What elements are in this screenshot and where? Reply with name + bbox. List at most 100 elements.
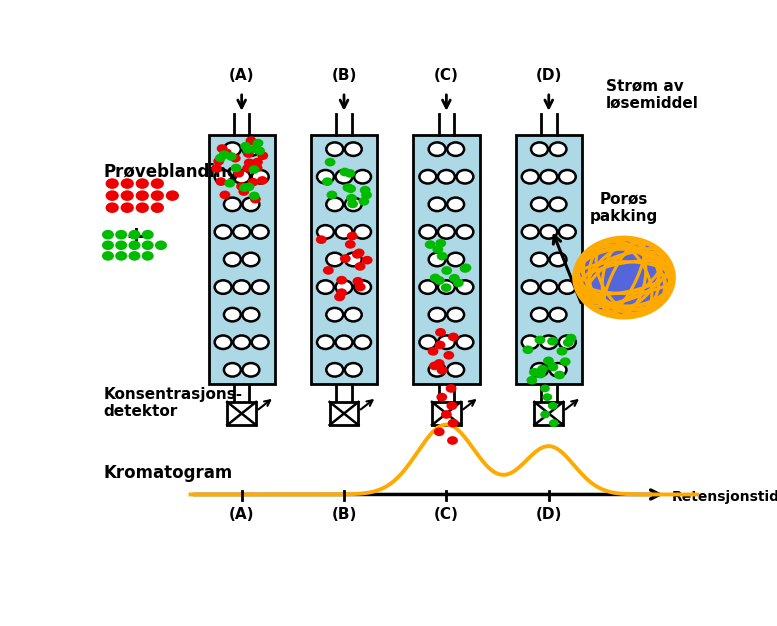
Bar [208, 135, 275, 384]
Circle shape [115, 251, 127, 260]
Circle shape [242, 253, 260, 266]
Circle shape [247, 178, 258, 187]
Circle shape [221, 148, 232, 157]
Circle shape [224, 143, 241, 156]
Circle shape [531, 363, 548, 377]
Circle shape [243, 183, 254, 191]
Circle shape [336, 280, 353, 294]
Text: Porøs
pakking: Porøs pakking [590, 191, 658, 223]
Circle shape [522, 280, 538, 294]
Circle shape [420, 336, 436, 349]
Circle shape [141, 251, 154, 260]
Circle shape [448, 253, 464, 266]
Circle shape [429, 198, 445, 211]
Circle shape [429, 143, 445, 156]
Circle shape [345, 253, 362, 266]
Circle shape [136, 190, 149, 201]
Circle shape [529, 368, 540, 377]
Circle shape [336, 170, 353, 183]
Text: (C): (C) [434, 68, 459, 83]
Circle shape [540, 280, 557, 294]
Circle shape [361, 191, 372, 200]
Bar [516, 135, 582, 384]
Circle shape [317, 225, 334, 239]
Circle shape [433, 245, 443, 254]
Circle shape [540, 384, 550, 393]
Circle shape [240, 141, 251, 150]
Circle shape [120, 202, 134, 213]
Text: (D): (D) [535, 506, 562, 521]
Circle shape [549, 253, 566, 266]
Bar [227, 402, 256, 425]
Circle shape [448, 419, 458, 428]
Circle shape [214, 157, 224, 165]
Circle shape [257, 151, 268, 160]
Circle shape [141, 240, 154, 250]
Circle shape [326, 308, 343, 321]
Circle shape [252, 158, 263, 167]
Circle shape [449, 274, 460, 282]
Circle shape [317, 280, 334, 294]
Circle shape [457, 170, 473, 183]
Circle shape [336, 276, 347, 284]
Circle shape [437, 366, 448, 374]
Circle shape [322, 177, 333, 186]
Circle shape [354, 336, 371, 349]
Circle shape [225, 179, 235, 188]
Circle shape [548, 362, 559, 371]
Circle shape [438, 336, 455, 349]
Circle shape [246, 136, 256, 145]
Circle shape [155, 240, 167, 250]
Circle shape [106, 178, 119, 189]
Circle shape [242, 363, 260, 377]
Circle shape [252, 225, 269, 239]
Circle shape [257, 176, 268, 185]
Circle shape [317, 170, 334, 183]
Circle shape [326, 198, 343, 211]
Circle shape [554, 371, 565, 379]
Circle shape [128, 230, 141, 240]
Circle shape [457, 336, 473, 349]
Circle shape [434, 359, 444, 367]
Circle shape [457, 280, 473, 294]
Circle shape [252, 163, 263, 172]
Circle shape [354, 249, 364, 257]
Circle shape [563, 338, 573, 347]
Circle shape [543, 357, 554, 365]
Circle shape [549, 198, 566, 211]
Circle shape [340, 168, 350, 177]
Circle shape [254, 146, 265, 155]
Circle shape [559, 357, 570, 366]
Circle shape [336, 336, 353, 349]
Circle shape [522, 225, 538, 239]
Circle shape [239, 187, 249, 196]
Circle shape [444, 351, 455, 359]
Circle shape [128, 251, 141, 260]
Text: Konsentrasjons-
detektor: Konsentrasjons- detektor [103, 387, 242, 419]
Text: Retensjonstid: Retensjonstid [672, 490, 777, 504]
Circle shape [102, 251, 114, 260]
Circle shape [355, 283, 366, 291]
Circle shape [233, 336, 250, 349]
Circle shape [231, 164, 242, 172]
Circle shape [556, 347, 567, 356]
Circle shape [535, 336, 545, 344]
Circle shape [242, 164, 253, 173]
Circle shape [106, 190, 119, 201]
Circle shape [446, 384, 457, 393]
Circle shape [120, 190, 134, 201]
Circle shape [429, 362, 440, 370]
Circle shape [542, 393, 552, 401]
Circle shape [559, 170, 576, 183]
Circle shape [128, 240, 141, 250]
Circle shape [151, 190, 164, 201]
Circle shape [345, 308, 362, 321]
Circle shape [214, 280, 232, 294]
Circle shape [559, 225, 576, 239]
Text: Kromatogram: Kromatogram [103, 464, 232, 482]
Circle shape [559, 336, 576, 349]
Circle shape [242, 143, 260, 156]
Circle shape [345, 143, 362, 156]
Circle shape [548, 402, 558, 409]
Circle shape [420, 225, 436, 239]
